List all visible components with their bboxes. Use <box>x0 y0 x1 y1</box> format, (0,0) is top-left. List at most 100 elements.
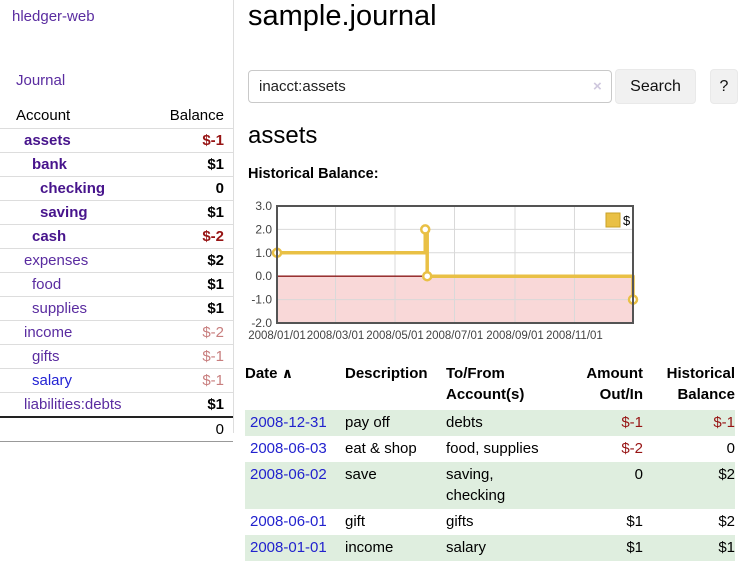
legend-label: $ <box>623 213 631 228</box>
transaction-row: 2008-01-01incomesalary$1$1 <box>245 535 735 561</box>
accounts-total-spacer <box>0 417 117 442</box>
transaction-balance: 0 <box>643 436 735 462</box>
main-content: sample.journal × Search ? assets Histori… <box>240 0 742 582</box>
account-heading: assets <box>248 122 317 150</box>
account-row: food $1 <box>0 273 233 297</box>
y-tick-label: 2.0 <box>255 222 272 236</box>
sidebar-divider <box>233 0 234 433</box>
account-link[interactable]: cash <box>32 228 66 245</box>
help-button[interactable]: ? <box>710 69 738 104</box>
account-balance: $1 <box>117 201 234 225</box>
account-balance: $-1 <box>117 369 234 393</box>
sort-ascending-icon: ∧ <box>282 365 293 381</box>
account-balance: $-1 <box>117 129 234 153</box>
y-tick-label: 3.0 <box>255 199 272 213</box>
account-link[interactable]: liabilities:debts <box>24 396 122 413</box>
transaction-date-link[interactable]: 2008-12-31 <box>250 414 327 431</box>
transaction-accounts: debts <box>446 410 548 436</box>
register-header-accounts: To/From Account(s) <box>446 362 548 410</box>
account-link[interactable]: bank <box>32 156 67 173</box>
account-link[interactable]: income <box>24 324 72 341</box>
account-balance: $-2 <box>117 225 234 249</box>
transaction-accounts: food, supplies <box>446 436 548 462</box>
account-row: expenses $2 <box>0 249 233 273</box>
accounts-tbody: assets$-1bank$1checking0saving$1cash$-2e… <box>0 129 233 418</box>
account-link[interactable]: assets <box>24 132 71 149</box>
transaction-balance: $1 <box>643 535 735 561</box>
transaction-date-link[interactable]: 2008-01-01 <box>250 539 327 556</box>
transaction-row: 2008-06-03 eat & shopfood, supplies$-20 <box>245 436 735 462</box>
x-tick-label: 2008/09/01 <box>486 330 544 342</box>
historical-balance-chart: 3.02.01.00.0-1.0-2.02008/01/012008/03/01… <box>240 196 742 348</box>
account-link[interactable]: salary <box>32 372 72 389</box>
data-point-marker <box>421 225 429 233</box>
account-row: supplies $1 <box>0 297 233 321</box>
register-header-balance: Historical Balance <box>643 362 735 410</box>
register-tbody: 2008-12-31pay offdebts$-1$-12008-06-03ea… <box>245 410 735 561</box>
accounts-header-row: Account Balance <box>0 104 233 129</box>
transaction-date-link[interactable]: 2008-06-03 <box>250 440 327 457</box>
account-balance: 0 <box>117 177 234 201</box>
register-header-description: Description <box>345 362 446 410</box>
account-link[interactable]: expenses <box>24 252 88 269</box>
y-tick-label: -2.0 <box>251 316 272 330</box>
account-balance: $1 <box>117 297 234 321</box>
account-link[interactable]: supplies <box>32 300 87 317</box>
x-tick-label: 2008/07/01 <box>426 330 484 342</box>
transaction-description: income <box>345 535 446 561</box>
account-balance: $-2 <box>117 321 234 345</box>
transaction-description: eat & shop <box>345 436 446 462</box>
transaction-amount: $1 <box>548 535 643 561</box>
account-row: bank $1 <box>0 153 233 177</box>
transaction-date-link[interactable]: 2008-06-02 <box>250 466 327 483</box>
account-row: saving $1 <box>0 201 233 225</box>
account-row: gifts $-1 <box>0 345 233 369</box>
clear-search-icon[interactable]: × <box>593 78 602 95</box>
legend-swatch <box>606 213 620 227</box>
sidebar-item-journal[interactable]: Journal <box>16 72 65 89</box>
chart-svg: 3.02.01.00.0-1.0-2.02008/01/012008/03/01… <box>240 196 742 348</box>
transaction-date-link[interactable]: 2008-06-01 <box>250 513 327 530</box>
transaction-amount: $-2 <box>548 436 643 462</box>
transaction-row: 2008-06-02savesaving, checking0$2 <box>245 462 735 509</box>
register-header-row: Date ∧ Description To/From Account(s) Am… <box>245 362 735 410</box>
page-title: sample.journal <box>248 0 437 33</box>
transaction-accounts: saving, checking <box>446 462 548 509</box>
transaction-balance: $2 <box>643 462 735 509</box>
transaction-balance: $-1 <box>643 410 735 436</box>
search-input[interactable] <box>248 70 612 103</box>
account-link[interactable]: checking <box>40 180 105 197</box>
x-tick-label: 2008/05/01 <box>366 330 424 342</box>
transaction-balance: $2 <box>643 509 735 535</box>
x-tick-label: 2008/03/01 <box>307 330 365 342</box>
transaction-description: gift <box>345 509 446 535</box>
account-row: salary $-1 <box>0 369 233 393</box>
accounts-total-value: 0 <box>117 417 234 442</box>
account-link[interactable]: gifts <box>32 348 60 365</box>
register-header-amount: Amount Out/In <box>548 362 643 410</box>
account-link[interactable]: food <box>32 276 61 293</box>
transaction-accounts: salary <box>446 535 548 561</box>
register-table: Date ∧ Description To/From Account(s) Am… <box>245 362 735 561</box>
y-tick-label: -1.0 <box>251 293 272 307</box>
account-row: assets $-1 <box>0 129 233 153</box>
x-tick-label: 2008/11/01 <box>546 330 603 342</box>
search-button[interactable]: Search <box>615 69 696 104</box>
account-row: income $-2 <box>0 321 233 345</box>
account-balance: $1 <box>117 153 234 177</box>
account-link[interactable]: saving <box>40 204 88 221</box>
transaction-amount: $1 <box>548 509 643 535</box>
account-row: checking 0 <box>0 177 233 201</box>
transaction-description: save <box>345 462 446 509</box>
app-brand-link[interactable]: hledger-web <box>12 8 95 25</box>
account-balance: $-1 <box>117 345 234 369</box>
x-tick-label: 2008/01/01 <box>248 330 306 342</box>
register-header-date[interactable]: Date ∧ <box>245 362 345 410</box>
transaction-row: 2008-12-31pay offdebts$-1$-1 <box>245 410 735 436</box>
accounts-balance-table: Account Balance assets $-1 bank $1 checking 0… <box>0 104 233 442</box>
account-balance: $1 <box>117 273 234 297</box>
transaction-description: pay off <box>345 410 446 436</box>
account-balance: $2 <box>117 249 234 273</box>
account-row: cash $-2 <box>0 225 233 249</box>
y-tick-label: 1.0 <box>255 246 272 260</box>
